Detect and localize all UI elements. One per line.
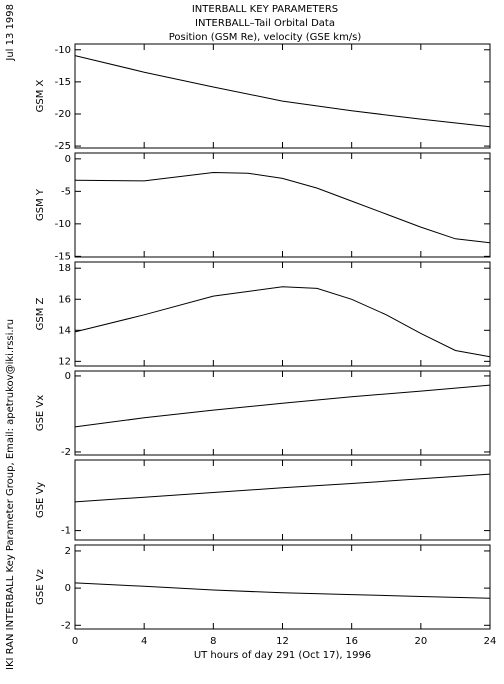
- data-line: [74, 582, 491, 599]
- y-tick-label: 14: [58, 325, 71, 336]
- x-tick-label: 16: [345, 636, 358, 647]
- y-axis-label: GSE Vz: [35, 569, 46, 605]
- plot-frame: [74, 43, 491, 149]
- title-line: Position (GSM Re), velocity (GSE km/s): [169, 32, 362, 43]
- plot-frame: [74, 261, 491, 367]
- title-line: INTERBALL KEY PARAMETERS: [192, 4, 338, 15]
- y-axis-label: GSM Z: [35, 297, 46, 330]
- y-tick-label: 0: [65, 371, 71, 382]
- y-tick-label: 2: [65, 546, 71, 557]
- y-axis-label: GSE Vx: [35, 395, 46, 431]
- x-tick-label: 4: [141, 636, 147, 647]
- y-tick-label: -15: [55, 77, 71, 88]
- y-tick-label: -10: [55, 219, 71, 230]
- y-tick-label: -25: [55, 141, 71, 152]
- y-axis-label: GSM Y: [35, 188, 46, 221]
- y-tick-label: 0: [65, 583, 71, 594]
- plot-frame: [74, 459, 491, 541]
- plot-frame: [74, 370, 491, 456]
- data-line: [74, 171, 491, 244]
- y-tick-label: 18: [58, 263, 71, 274]
- y-axis-label: GSM X: [35, 79, 46, 112]
- y-axis-label: GSE Vy: [35, 482, 46, 518]
- x-tick-label: 8: [210, 636, 216, 647]
- data-line: [74, 55, 491, 128]
- data-line: [74, 473, 491, 503]
- y-tick-label: -15: [55, 251, 71, 262]
- y-tick-label: 16: [58, 294, 71, 305]
- y-tick-label: -5: [61, 186, 71, 197]
- plot-frame: [74, 152, 491, 258]
- y-tick-label: -20: [55, 109, 71, 120]
- x-axis-label: UT hours of day 291 (Oct 17), 1996: [194, 650, 371, 661]
- x-tick-label: 24: [484, 636, 497, 647]
- data-line: [74, 384, 491, 428]
- data-line: [74, 286, 491, 358]
- y-tick-label: -1: [61, 526, 71, 537]
- date-note: Jul 13 1998: [5, 4, 16, 62]
- y-tick-label: -2: [61, 447, 71, 458]
- title-line: INTERBALL–Tail Orbital Data: [195, 18, 335, 29]
- y-tick-label: -10: [55, 45, 71, 56]
- x-tick-label: 12: [276, 636, 289, 647]
- credit-note: IKI RAN INTERBALL Key Parameter Group, E…: [5, 319, 16, 670]
- y-tick-label: 0: [65, 154, 71, 165]
- y-tick-label: 12: [58, 356, 71, 367]
- x-tick-label: 0: [72, 636, 78, 647]
- y-tick-label: -2: [61, 620, 71, 631]
- plot-frame: [74, 544, 491, 630]
- x-tick-label: 20: [414, 636, 427, 647]
